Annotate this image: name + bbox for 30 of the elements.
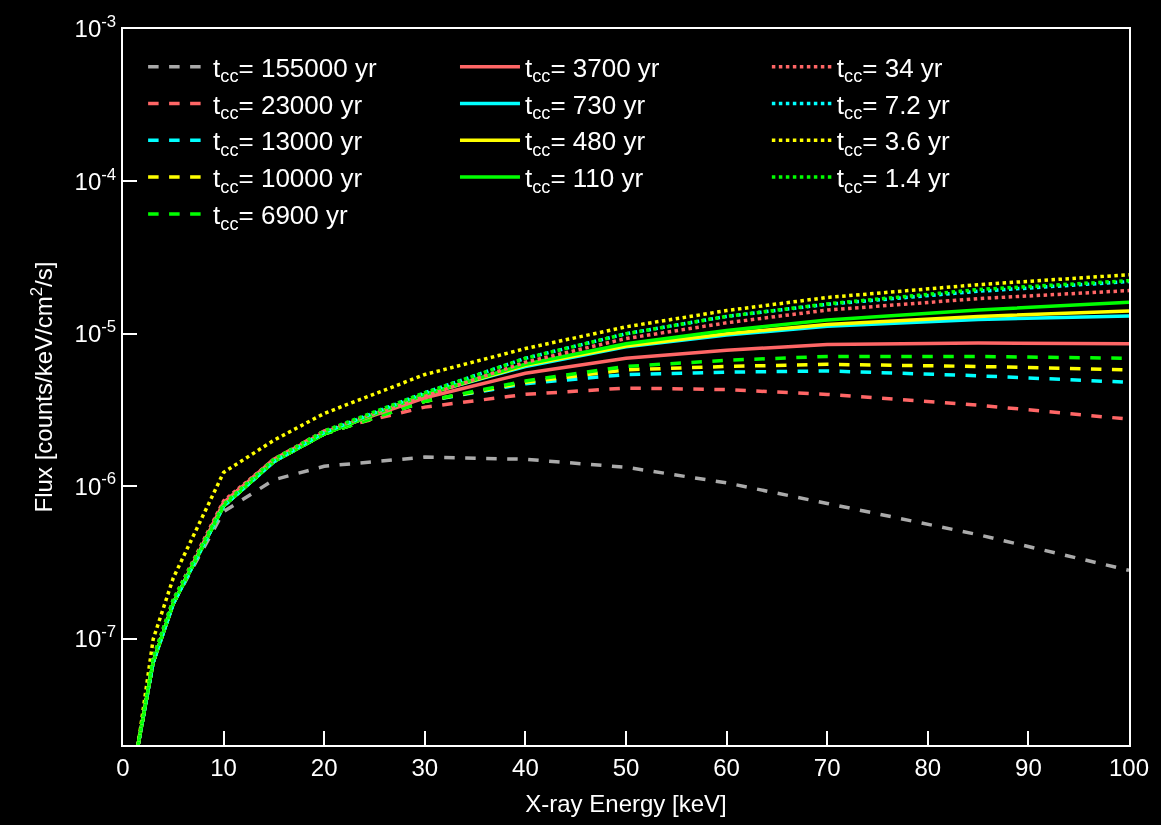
y-tick-label: 10$^{-3}$ bbox=[74, 12, 117, 43]
legend-label: t$_{cc}$= 3.6 yr bbox=[836, 126, 951, 160]
legend-label: t$_{cc}$= 3700 yr bbox=[524, 52, 660, 87]
x-tick-label: 50 bbox=[612, 753, 640, 781]
x-tick-label: 60 bbox=[713, 753, 740, 781]
legend-label: t$_{cc}$= 155000 yr bbox=[213, 52, 377, 87]
legend-label: t$_{cc}$= 13000 yr bbox=[213, 126, 363, 160]
legend-label: t$_{cc}$= 7.2 yr bbox=[836, 89, 951, 124]
x-tick-label: 90 bbox=[1015, 753, 1042, 781]
legend-label: t$_{cc}$= 6900 yr bbox=[213, 200, 349, 234]
y-tick-label: 10$^{-6}$ bbox=[74, 469, 117, 500]
legend-label: t$_{cc}$= 730 yr bbox=[524, 89, 646, 124]
x-tick-label: 40 bbox=[512, 753, 539, 781]
x-tick-label: 0 bbox=[116, 753, 130, 781]
x-tick-label: 20 bbox=[310, 753, 338, 781]
legend-label: t$_{cc}$= 480 yr bbox=[524, 126, 646, 160]
x-tick-label: 10 bbox=[210, 753, 237, 781]
x-tick-label: 70 bbox=[813, 753, 841, 781]
x-tick-label: 80 bbox=[914, 753, 942, 781]
y-tick-label: 10$^{-7}$ bbox=[74, 621, 117, 652]
x-tick-label: 30 bbox=[411, 753, 439, 781]
legend-label: t$_{cc}$= 23000 yr bbox=[213, 89, 363, 124]
legend-label: t$_{cc}$= 1.4 yr bbox=[836, 163, 951, 197]
y-tick-label: 10$^{-4}$ bbox=[74, 164, 117, 195]
y-tick-label: 10$^{-5}$ bbox=[74, 317, 117, 348]
legend-label: t$_{cc}$= 10000 yr bbox=[213, 163, 363, 197]
legend-label: t$_{cc}$= 110 yr bbox=[524, 163, 644, 197]
x-axis-title: X-ray Energy [keV] bbox=[525, 789, 727, 817]
legend-label: t$_{cc}$= 34 yr bbox=[836, 52, 943, 87]
x-tick-label: 100 bbox=[1108, 753, 1150, 781]
